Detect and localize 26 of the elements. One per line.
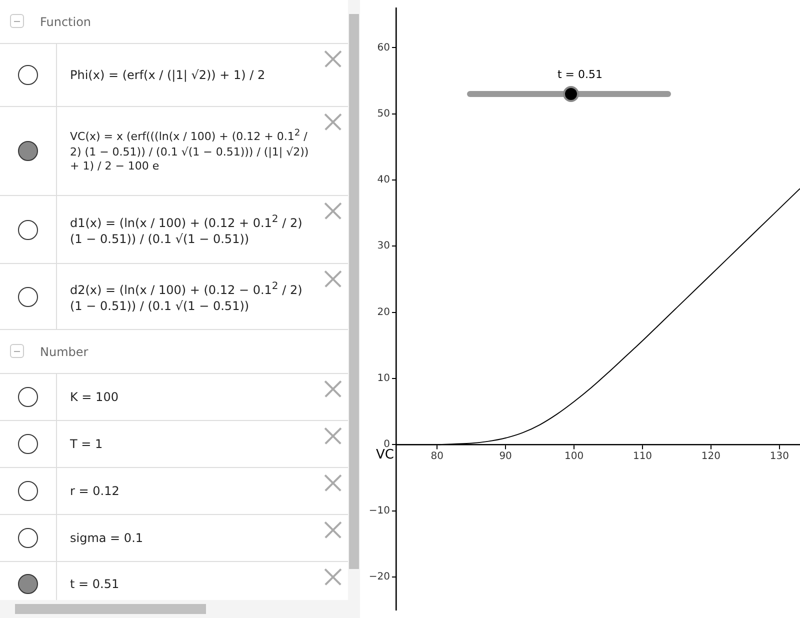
x-tick-label: 110 (632, 451, 652, 462)
text: Phi(x) = (erf(x / (|1| √2)) + 1) / 2 (70, 66, 266, 84)
y-tick-label: 50 (377, 108, 390, 120)
x-tick-label: 80 (430, 451, 444, 462)
x-tick-label: 100 (564, 451, 584, 462)
x-tick-label: 120 (701, 451, 721, 462)
x-tick-label: 130 (770, 451, 790, 462)
annotation: t = 0.51 (556, 68, 604, 81)
text: Function (40, 14, 92, 28)
y-tick-label: 60 (377, 42, 390, 54)
text: d2(x) = (ln(x / 100) + (0.12 − 0.1$^{2}$ / 2) (1 − 0.51)) / (0.1 √(1 − 0.51)) (70, 280, 302, 312)
y-tick-label: 30 (377, 240, 390, 252)
text: r = 0.12 (70, 482, 120, 500)
text: T = 1 (70, 436, 104, 452)
text: VC(x) = x (erf(((ln(x / 100) + (0.12 + 0.1$^{2}$ / 2) (1 − 0.51)) / (0.1 √(1 − 0.51))) / (|1| √2)) + 1) / 2 − 100 e (70, 127, 310, 175)
y-tick-label: 40 (377, 174, 390, 186)
text: sigma = 0.1 (70, 530, 144, 546)
text: K = 100 (70, 388, 120, 406)
y-tick-label: 20 (377, 306, 390, 318)
y-tick-label: −20 (368, 572, 390, 583)
y-tick-label: −10 (368, 505, 390, 516)
text: t = 0.51 (70, 575, 120, 592)
text: Number (40, 344, 88, 358)
text: d1(x) = (ln(x / 100) + (0.12 + 0.1$^{2}$ / 2) (1 − 0.51)) / (0.1 √(1 − 0.51)) (70, 213, 302, 246)
x-tick-label: 90 (499, 451, 512, 462)
y-tick-label: 10 (377, 373, 390, 384)
